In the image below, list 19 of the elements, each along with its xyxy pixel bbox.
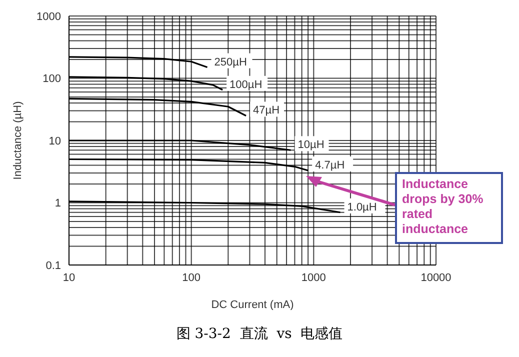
series-label: 1.0µH bbox=[347, 201, 377, 214]
y-tick-label: 1000 bbox=[36, 10, 61, 23]
y-axis-title: Inductance (µH) bbox=[12, 101, 24, 180]
x-axis-title: DC Current (mA) bbox=[211, 299, 294, 311]
series-label: 100µH bbox=[230, 78, 262, 91]
caption: 图 3-3-2 直流 vs 电感值 bbox=[175, 325, 344, 343]
series-label: 4.7µH bbox=[315, 159, 345, 172]
y-tick-label: 0.1 bbox=[46, 260, 61, 272]
y-tick-label: 1 bbox=[54, 198, 61, 210]
x-tick-label: 100 bbox=[182, 272, 201, 284]
y-tick-label: 10 bbox=[48, 135, 61, 148]
series-label: 47µH bbox=[253, 104, 280, 117]
y-tick-label: 100 bbox=[42, 73, 61, 86]
x-tick-label: 1000 bbox=[301, 272, 326, 284]
series-label: 250µH bbox=[214, 56, 247, 68]
annotation: Inductance drops by 30% rated inductance bbox=[395, 172, 503, 244]
series-label: 10µH bbox=[298, 139, 324, 152]
x-tick-label: 10000 bbox=[420, 272, 452, 284]
x-tick-label: 10 bbox=[62, 272, 76, 284]
